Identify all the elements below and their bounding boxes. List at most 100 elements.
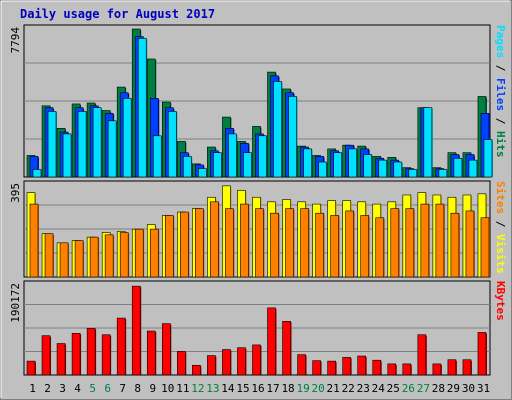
x-tick-label-day-21: 21 (327, 382, 340, 395)
x-tick-label-day-20: 20 (312, 382, 325, 395)
bar-sites-day-21 (330, 215, 339, 278)
bar-sites-day-27 (420, 203, 430, 278)
bar-pages-day-9 (152, 135, 162, 178)
bar-pages-day-4 (77, 111, 87, 178)
bar-pages-day-25 (393, 161, 403, 178)
x-tick-label-day-5: 5 (89, 382, 96, 395)
x-tick-label-day-9: 9 (149, 382, 156, 395)
x-tick-label-day-29: 29 (447, 382, 460, 395)
bar-kbytes-day-10 (161, 323, 171, 376)
x-tick-label-day-25: 25 (387, 382, 400, 395)
x-tick-label-day-4: 4 (74, 382, 81, 395)
legend-visits-sites: Sites / Visits (494, 181, 507, 274)
bar-sites-day-14 (225, 208, 234, 278)
bar-sites-day-3 (59, 242, 69, 278)
bar-sites-day-1 (29, 203, 39, 278)
legend-hits-files-pages: Pages / Files / Hits (494, 25, 507, 158)
y-max-label: 7794 (9, 27, 22, 54)
x-tick-label-day-17: 17 (266, 382, 279, 395)
bar-pages-day-29 (453, 157, 463, 178)
x-tick-label-day-7: 7 (119, 382, 126, 395)
bar-sites-day-28 (435, 203, 445, 278)
bar-pages-day-22 (348, 148, 357, 178)
bar-sites-day-16 (255, 208, 264, 278)
x-tick-label-day-15: 15 (236, 382, 249, 395)
x-tick-label-day-31: 31 (477, 382, 490, 395)
x-tick-label-day-19: 19 (296, 382, 309, 395)
bar-kbytes-day-26 (402, 363, 412, 376)
bar-sites-day-9 (149, 228, 159, 278)
bar-kbytes-day-14 (222, 349, 231, 376)
bar-kbytes-day-23 (357, 355, 367, 376)
bar-sites-day-31 (480, 217, 490, 278)
bar-pages-day-23 (363, 154, 373, 178)
bar-kbytes-day-19 (297, 354, 306, 376)
bar-pages-day-1 (32, 169, 42, 178)
bar-kbytes-day-3 (56, 343, 66, 376)
bar-pages-day-17 (273, 81, 282, 178)
bar-kbytes-day-31 (477, 332, 487, 376)
x-tick-label-day-28: 28 (432, 382, 445, 395)
x-tick-label-day-8: 8 (134, 382, 141, 395)
bar-sites-day-19 (300, 208, 309, 278)
x-tick-label-day-16: 16 (251, 382, 264, 395)
y-max-label: 190172 (9, 283, 22, 323)
bar-pages-day-10 (167, 111, 177, 178)
x-tick-label-day-12: 12 (191, 382, 204, 395)
bar-kbytes-day-16 (252, 344, 261, 376)
bar-pages-day-27 (423, 107, 433, 178)
bar-sites-day-8 (134, 228, 144, 278)
bar-sites-day-24 (375, 217, 385, 278)
x-tick-label-day-24: 24 (372, 382, 386, 395)
bar-sites-day-25 (390, 208, 400, 278)
x-tick-label-day-1: 1 (29, 382, 36, 395)
bar-sites-day-26 (405, 208, 415, 278)
bar-pages-day-16 (258, 135, 267, 178)
bar-kbytes-day-1 (26, 360, 36, 376)
bar-kbytes-day-8 (131, 285, 141, 376)
bar-kbytes-day-25 (387, 363, 397, 376)
bar-pages-day-15 (243, 152, 252, 178)
bar-sites-day-23 (360, 215, 370, 278)
chart-title: Daily usage for August 2017 (20, 7, 215, 21)
bar-sites-day-15 (240, 203, 249, 278)
bar-kbytes-day-27 (417, 334, 427, 376)
bar-pages-day-24 (378, 159, 388, 178)
bar-sites-day-20 (315, 212, 324, 278)
bar-pages-day-8 (137, 38, 147, 178)
x-tick-label-day-10: 10 (161, 382, 174, 395)
bar-sites-day-10 (164, 215, 174, 278)
bar-kbytes-day-20 (312, 360, 321, 376)
bar-pages-day-14 (228, 133, 237, 178)
x-tick-label-day-11: 11 (176, 382, 189, 395)
bar-pages-day-21 (333, 152, 342, 178)
legend-kbytes: KBytes (494, 281, 507, 321)
bar-pages-day-13 (213, 152, 222, 178)
bar-sites-day-5 (89, 236, 99, 278)
bar-pages-day-11 (183, 156, 192, 178)
bar-kbytes-day-29 (447, 359, 457, 376)
bar-kbytes-day-6 (101, 334, 111, 376)
bar-pages-day-20 (318, 161, 327, 178)
bar-pages-day-19 (303, 148, 312, 178)
bar-sites-day-6 (104, 234, 114, 278)
bar-pages-day-28 (438, 169, 448, 178)
bar-kbytes-day-13 (207, 355, 216, 376)
bar-sites-day-4 (74, 240, 84, 278)
bar-kbytes-day-9 (146, 330, 156, 376)
bar-pages-day-7 (122, 98, 132, 178)
bar-kbytes-day-18 (282, 321, 291, 376)
bar-kbytes-day-24 (372, 359, 382, 376)
bar-kbytes-day-5 (86, 327, 96, 376)
bar-sites-day-30 (465, 210, 475, 278)
bar-pages-day-30 (468, 159, 478, 178)
bar-pages-day-12 (198, 168, 207, 178)
x-tick-label-day-30: 30 (462, 382, 475, 395)
x-tick-label-day-14: 14 (221, 382, 235, 395)
bar-kbytes-day-30 (462, 359, 472, 376)
bar-pages-day-5 (92, 107, 102, 178)
bar-kbytes-day-15 (237, 347, 246, 376)
bar-kbytes-day-21 (327, 360, 336, 376)
bar-sites-day-29 (450, 212, 460, 278)
